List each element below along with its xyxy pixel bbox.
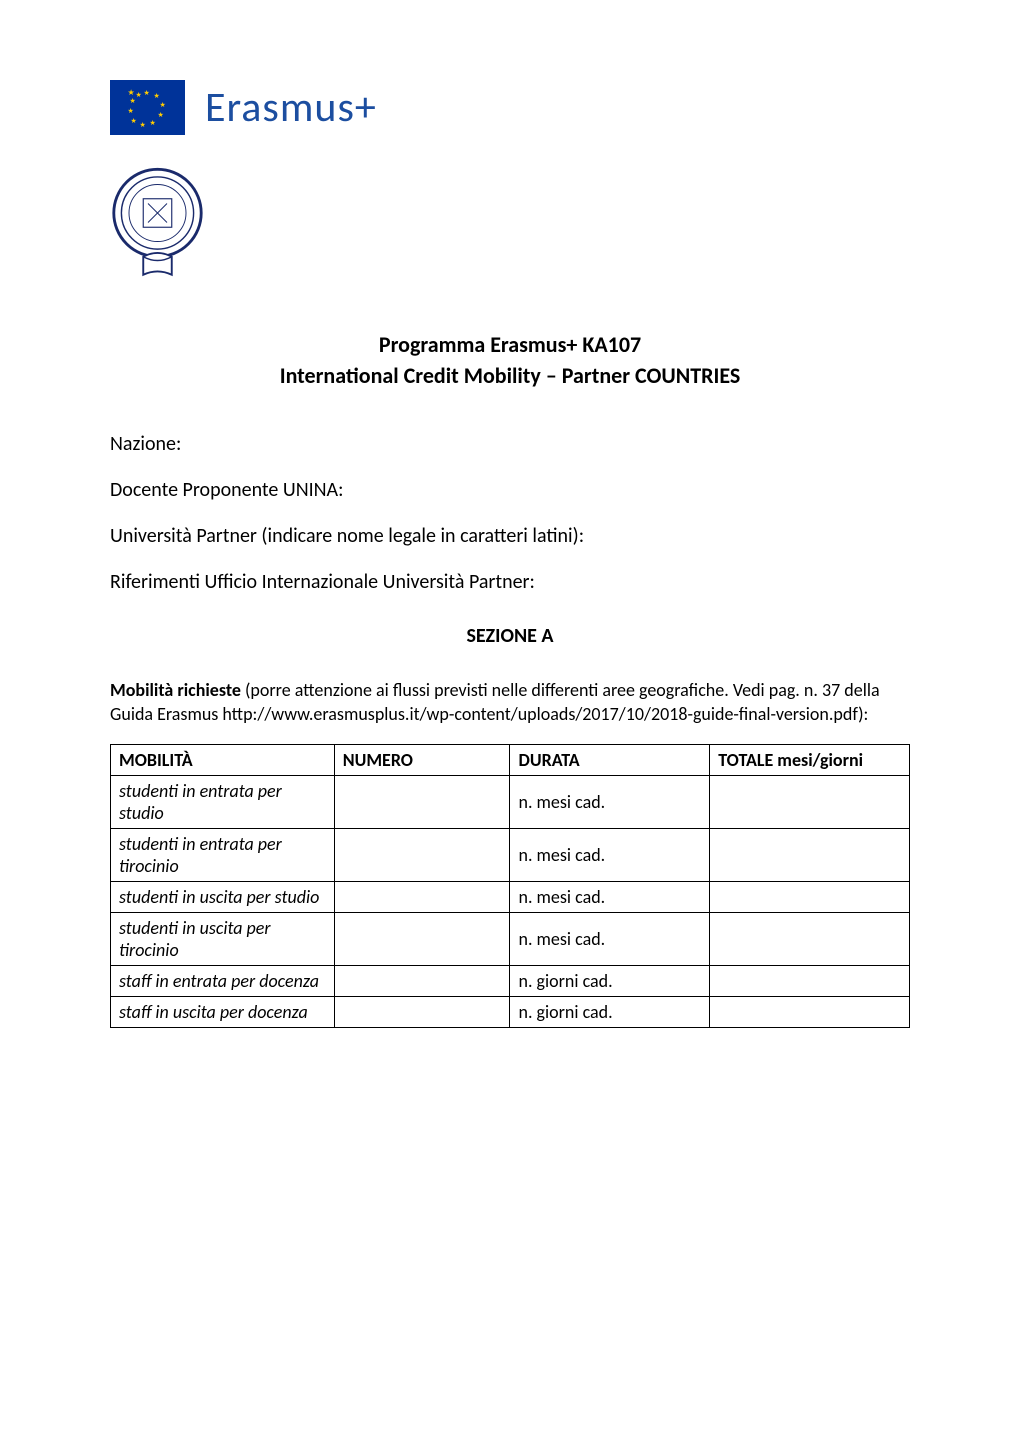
table-row: studenti in uscita per tirocinio n. mesi… — [111, 913, 910, 966]
table-row: staff in uscita per docenza n. giorni ca… — [111, 997, 910, 1028]
eu-flag-icon: ★ ★ ★ ★ ★ ★ ★ ★ ★ ★ — [110, 80, 185, 135]
table-row: studenti in entrata per tirocinio n. mes… — [111, 829, 910, 882]
cell-durata: n. mesi cad. — [510, 829, 710, 882]
table-row: staff in entrata per docenza n. giorni c… — [111, 966, 910, 997]
cell-numero — [334, 966, 510, 997]
col-numero: NUMERO — [334, 745, 510, 776]
cell-durata: n. mesi cad. — [510, 882, 710, 913]
cell-type: staff in entrata per docenza — [111, 966, 335, 997]
intro-bold: Mobilità richieste — [110, 679, 241, 701]
cell-numero — [334, 776, 510, 829]
cell-type: studenti in entrata per tirocinio — [111, 829, 335, 882]
field-docente: Docente Proponente UNINA: — [110, 478, 910, 502]
eu-stars-icon: ★ ★ ★ ★ ★ ★ ★ ★ ★ ★ — [128, 88, 168, 128]
cell-totale — [710, 882, 910, 913]
cell-totale — [710, 966, 910, 997]
table-row: studenti in uscita per studio n. mesi ca… — [111, 882, 910, 913]
cell-totale — [710, 997, 910, 1028]
title-line-1: Programma Erasmus+ KA107 — [110, 330, 910, 361]
field-universita: Università Partner (indicare nome legale… — [110, 524, 910, 548]
col-durata: DURATA — [510, 745, 710, 776]
cell-totale — [710, 829, 910, 882]
document-title: Programma Erasmus+ KA107 International C… — [110, 330, 910, 392]
cell-totale — [710, 776, 910, 829]
mobility-table: MOBILITÀ NUMERO DURATA TOTALE mesi/giorn… — [110, 744, 910, 1028]
cell-durata: n. giorni cad. — [510, 997, 710, 1028]
cell-durata: n. mesi cad. — [510, 776, 710, 829]
cell-type: studenti in uscita per tirocinio — [111, 913, 335, 966]
university-seal-icon — [110, 165, 205, 280]
erasmus-logo-text: Erasmus+ — [205, 82, 377, 133]
cell-numero — [334, 882, 510, 913]
cell-durata: n. giorni cad. — [510, 966, 710, 997]
section-a-heading: SEZIONE A — [110, 624, 910, 648]
section-a-intro: Mobilità richieste (porre attenzione ai … — [110, 678, 910, 727]
cell-durata: n. mesi cad. — [510, 913, 710, 966]
cell-numero — [334, 829, 510, 882]
cell-numero — [334, 913, 510, 966]
col-totale: TOTALE mesi/giorni — [710, 745, 910, 776]
col-mobilita: MOBILITÀ — [111, 745, 335, 776]
title-line-2: International Credit Mobility – Partner … — [110, 361, 910, 392]
field-nazione: Nazione: — [110, 432, 910, 456]
cell-type: staff in uscita per docenza — [111, 997, 335, 1028]
cell-type: studenti in uscita per studio — [111, 882, 335, 913]
cell-type: studenti in entrata per studio — [111, 776, 335, 829]
field-riferimenti: Riferimenti Ufficio Internazionale Unive… — [110, 570, 910, 594]
logo-row: ★ ★ ★ ★ ★ ★ ★ ★ ★ ★ Erasmus+ — [110, 80, 910, 135]
cell-totale — [710, 913, 910, 966]
cell-numero — [334, 997, 510, 1028]
document-page: ★ ★ ★ ★ ★ ★ ★ ★ ★ ★ Erasmus+ — [0, 0, 1020, 1443]
table-row: studenti in entrata per studio n. mesi c… — [111, 776, 910, 829]
table-header-row: MOBILITÀ NUMERO DURATA TOTALE mesi/giorn… — [111, 745, 910, 776]
